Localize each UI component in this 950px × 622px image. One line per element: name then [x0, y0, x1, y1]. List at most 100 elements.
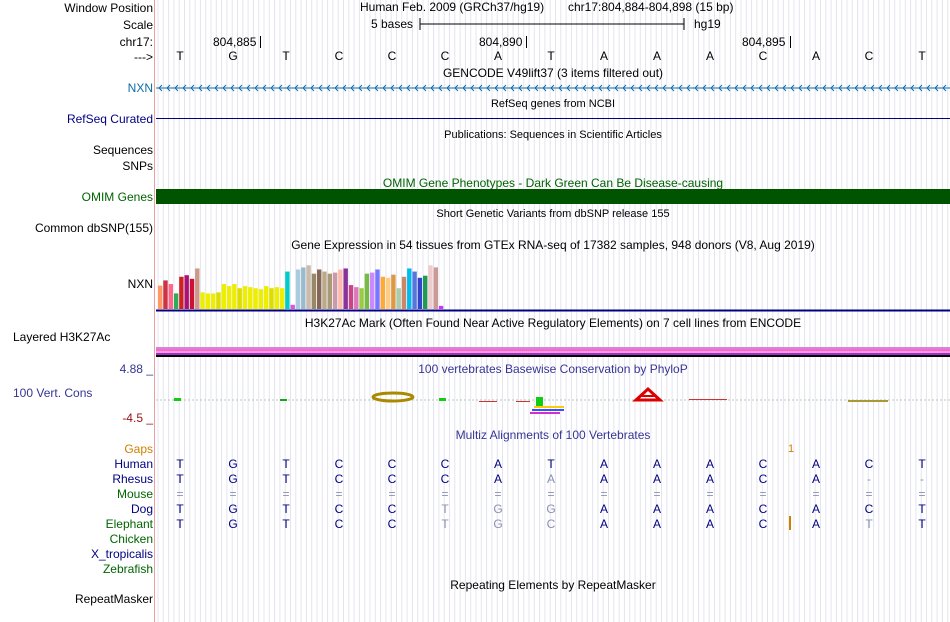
- insertion-marker: [789, 516, 791, 530]
- alignment-base: C: [440, 457, 450, 471]
- alignment-base: G: [228, 457, 238, 471]
- snps-label[interactable]: SNPs: [122, 159, 153, 173]
- refseq-gene-line[interactable]: [156, 118, 950, 119]
- gtex-tissue-bar: [343, 268, 348, 309]
- refseq-track-title: RefSeq genes from NCBI: [490, 98, 616, 110]
- alignment-base: G: [228, 502, 238, 516]
- gtex-tissue-bar: [407, 268, 412, 309]
- alignment-base: =: [176, 487, 184, 501]
- alignment-base: C: [440, 472, 450, 486]
- species-label-rhesus[interactable]: Rhesus: [112, 472, 153, 486]
- gencode-gene-label[interactable]: NXN: [127, 81, 153, 95]
- gtex-tissue-bar: [338, 269, 343, 309]
- gtex-tissue-bar: [221, 284, 226, 309]
- gtex-tissue-bar: [269, 288, 274, 309]
- phylop-logo-track[interactable]: [156, 380, 950, 420]
- strand-arrow-label[interactable]: --->: [134, 50, 153, 64]
- dbsnp-label[interactable]: Common dbSNP(155): [34, 221, 153, 235]
- species-label-dog[interactable]: Dog: [130, 502, 153, 516]
- gencode-gene-feature[interactable]: [156, 82, 950, 94]
- omim-genes-label[interactable]: OMIM Genes: [81, 190, 153, 204]
- alignment-base: =: [547, 487, 555, 501]
- scale-label[interactable]: Scale: [122, 18, 153, 32]
- species-label-x_tropicalis[interactable]: X_tropicalis: [90, 547, 153, 561]
- gtex-gene-label[interactable]: NXN: [127, 277, 153, 291]
- gtex-tissue-bar: [232, 284, 237, 309]
- ruler-tick: [790, 36, 791, 48]
- species-label-elephant[interactable]: Elephant: [105, 517, 153, 531]
- gaps-label[interactable]: Gaps: [124, 442, 153, 456]
- alignment-base: A: [705, 517, 714, 531]
- h3k27-label[interactable]: Layered H3K27Ac: [13, 330, 111, 344]
- gtex-track-title: Gene Expression in 54 tissues from GTEx …: [291, 238, 815, 252]
- alignment-base: T: [918, 502, 926, 516]
- species-label-chicken[interactable]: Chicken: [109, 532, 153, 546]
- gtex-tissue-bar: [364, 273, 370, 309]
- gtex-tissue-bar: [285, 271, 290, 309]
- alignment-base: =: [600, 487, 608, 501]
- gtex-tissue-bar: [332, 272, 338, 309]
- alignment-base: =: [282, 487, 290, 501]
- alignment-base: C: [387, 457, 397, 471]
- gtex-tissue-bar: [322, 271, 327, 309]
- phylop-max-label: 4.88 _: [119, 362, 153, 376]
- gtex-tissue-bar: [211, 293, 216, 309]
- alignment-base: =: [653, 487, 661, 501]
- chrom-label[interactable]: chr17:: [119, 35, 153, 49]
- species-label-human[interactable]: Human: [114, 457, 153, 471]
- window-position-label[interactable]: Window Position: [64, 1, 153, 15]
- base-letter: T: [176, 49, 184, 63]
- refseq-curated-label[interactable]: RefSeq Curated: [66, 112, 153, 126]
- alignment-base: C: [758, 457, 768, 471]
- base-letter: C: [864, 49, 874, 63]
- repeatmasker-label[interactable]: RepeatMasker: [74, 592, 153, 606]
- alignment-base: =: [918, 487, 926, 501]
- alignment-base: C: [758, 472, 768, 486]
- gtex-tissue-bar: [380, 276, 385, 309]
- gtex-tissue-bar: [168, 284, 173, 309]
- gtex-tissue-bar: [417, 277, 423, 309]
- alignment-base: C: [546, 517, 556, 531]
- species-label-zebrafish[interactable]: Zebrafish: [102, 562, 153, 576]
- alignment-base: A: [599, 517, 608, 531]
- gtex-tissue-bar: [438, 305, 444, 309]
- gtex-tissue-bar: [396, 288, 401, 309]
- omim-gene-bar[interactable]: [156, 189, 950, 204]
- phylop-label[interactable]: 100 Vert. Cons: [13, 386, 93, 400]
- alignment-base: T: [282, 472, 290, 486]
- gtex-tissue-bar: [163, 280, 168, 309]
- alignment-base: G: [228, 472, 238, 486]
- alignment-base: -: [867, 472, 871, 486]
- gtex-tissue-bar: [264, 286, 269, 309]
- gtex-tissue-bar: [216, 292, 221, 309]
- dbsnp-track-title: Short Genetic Variants from dbSNP releas…: [436, 208, 670, 220]
- ruler-tick-label: 804,885: [213, 35, 257, 49]
- alignment-base: T: [176, 472, 184, 486]
- sequences-label[interactable]: Sequences: [92, 143, 153, 157]
- species-label-mouse[interactable]: Mouse: [116, 487, 153, 501]
- gtex-tissue-bar: [184, 275, 189, 309]
- gtex-tissue-bar: [205, 293, 211, 309]
- alignment-base: C: [864, 502, 874, 516]
- gtex-tissue-bar: [179, 276, 184, 309]
- alignment-base: C: [864, 457, 874, 471]
- gtex-tissue-bar: [385, 277, 391, 309]
- gtex-tissue-bar: [237, 288, 242, 309]
- alignment-base: =: [865, 487, 873, 501]
- alignment-base: A: [493, 457, 502, 471]
- ruler-tick-label: 804,895: [742, 35, 786, 49]
- assembly-text: Human Feb. 2009 (GRCh37/hg19): [360, 0, 545, 14]
- gtex-tissue-bar: [248, 287, 253, 309]
- gtex-tissue-bar: [370, 272, 375, 309]
- alignment-base: =: [388, 487, 396, 501]
- alignment-base: T: [918, 457, 926, 471]
- alignment-base: T: [282, 502, 290, 516]
- multiz-track-title: Multiz Alignments of 100 Vertebrates: [455, 428, 651, 442]
- alignment-base: C: [758, 502, 768, 516]
- gtex-tissue-bar: [295, 269, 301, 309]
- gtex-expression-chart[interactable]: [156, 252, 950, 312]
- h3k27-signal-band[interactable]: [156, 347, 950, 357]
- ruler-tick: [526, 36, 527, 48]
- base-letter: A: [599, 49, 608, 63]
- base-letter: C: [758, 49, 768, 63]
